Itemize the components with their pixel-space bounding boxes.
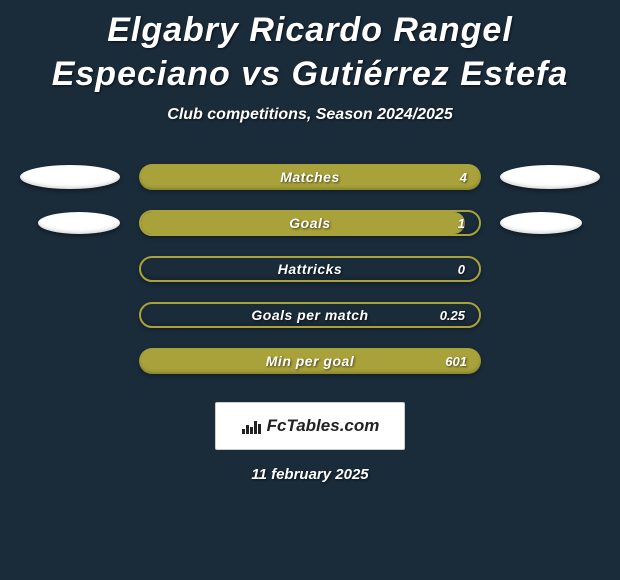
stat-pill: Matches 4 [139, 164, 481, 190]
stat-label: Goals [289, 215, 330, 231]
page-subtitle: Club competitions, Season 2024/2025 [0, 106, 620, 124]
bar-chart-icon [241, 417, 263, 435]
stat-value-right: 601 [445, 354, 467, 369]
right-ellipse [500, 212, 582, 234]
stat-row-hattricks: Hattricks 0 [10, 246, 610, 292]
stat-pill-outline: Goals per match 0.25 [139, 302, 481, 328]
right-ellipse [500, 165, 600, 189]
stat-value-right: 0.25 [440, 308, 465, 323]
stat-label: Min per goal [266, 353, 354, 369]
stat-row-mpg: Min per goal 601 [10, 338, 610, 384]
stat-pill-outline: Hattricks 0 [139, 256, 481, 282]
page-title: Elgabry Ricardo Rangel Especiano vs Guti… [0, 0, 620, 96]
footer-date: 11 february 2025 [0, 466, 620, 483]
stat-pill-outline: Goals 1 [139, 210, 481, 236]
logo-wrap: FcTables.com [241, 416, 380, 436]
stat-row-goals: Goals 1 [10, 200, 610, 246]
left-ellipse [20, 165, 120, 189]
logo-text: FcTables.com [267, 416, 380, 436]
stat-pill: Min per goal 601 [139, 348, 481, 374]
left-ellipse [38, 212, 120, 234]
stat-row-gpm: Goals per match 0.25 [10, 292, 610, 338]
stat-label: Hattricks [278, 261, 342, 277]
stat-value-right: 1 [458, 216, 465, 231]
stats-chart: Matches 4 Goals 1 Hattricks 0 Goals per … [0, 154, 620, 384]
stat-label: Goals per match [251, 307, 368, 323]
stat-label: Matches [280, 169, 340, 185]
stat-value-right: 0 [458, 262, 465, 277]
footer-logo[interactable]: FcTables.com [215, 402, 405, 450]
stat-row-matches: Matches 4 [10, 154, 610, 200]
stat-value-right: 4 [460, 170, 467, 185]
